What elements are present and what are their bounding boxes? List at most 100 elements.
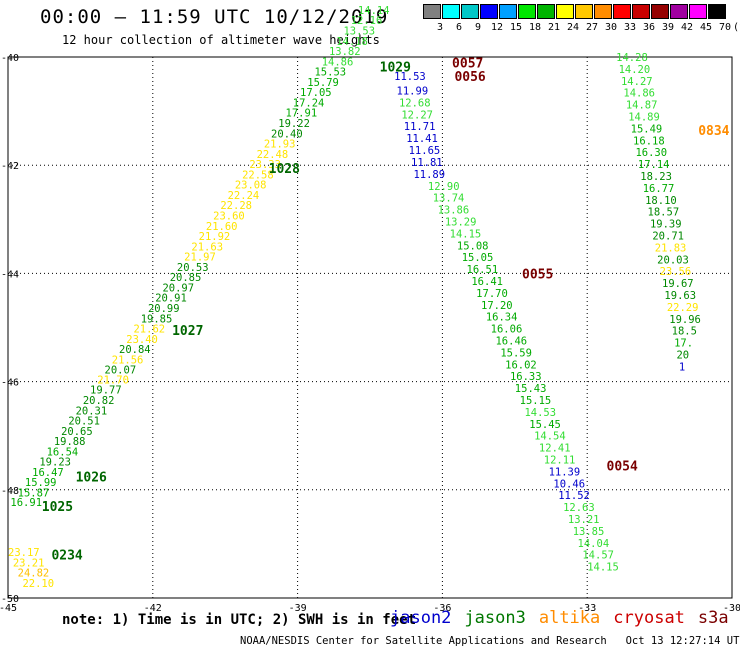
swh-value: 23.17 (8, 547, 40, 559)
swh-value: 21.93 (264, 139, 296, 151)
swh-value: 12.11 (544, 455, 576, 467)
swh-value: 11.71 (404, 121, 436, 133)
swh-value: 14.20 (619, 64, 651, 76)
swh-value: 19.63 (664, 290, 696, 302)
swh-value: 20.91 (155, 293, 187, 305)
color-scale-label: 21 (547, 22, 561, 33)
swh-value: 11.89 (413, 169, 445, 181)
swh-value: 20.65 (61, 426, 93, 438)
swh-value: 21.63 (191, 241, 223, 253)
swh-value: 19.88 (54, 436, 86, 448)
swh-value: 14.57 (582, 550, 614, 562)
swh-value: 20.82 (83, 395, 115, 407)
swh-value: 20.97 (162, 282, 194, 294)
color-swatch (461, 4, 479, 19)
swh-value: 18.10 (645, 195, 677, 207)
swh-value: 15.53 (314, 67, 346, 79)
legend-jason3: jason3 (464, 608, 526, 628)
color-swatch (651, 4, 669, 19)
color-swatch (537, 4, 555, 19)
legend-s3a: s3a (697, 608, 729, 628)
swh-value: 21.83 (655, 242, 687, 254)
lat-tick-label: -44 (1, 269, 19, 280)
swh-value: 14.53 (524, 407, 556, 419)
swh-value: 20.53 (177, 262, 209, 274)
swh-value: 22.28 (220, 200, 252, 212)
color-scale-label: 3 (436, 22, 444, 33)
swh-value: 19.96 (669, 314, 701, 326)
pass-time: 1027 (172, 324, 203, 339)
swh-value: 16.33 (510, 371, 542, 383)
satellite-legend: jason2 jason3 altika cryosat s3a (390, 608, 740, 628)
swh-value: 13.74 (433, 193, 465, 205)
swh-value: 13.21 (568, 514, 600, 526)
swh-value: 1 (679, 361, 685, 373)
swh-value: 22.48 (257, 149, 289, 161)
color-swatch (423, 4, 441, 19)
swh-value: 23.08 (235, 180, 267, 192)
swh-value: 20.31 (76, 405, 108, 417)
swh-value: 21.97 (184, 252, 216, 264)
swh-value: 24.82 (18, 568, 50, 580)
swh-value: 12.68 (399, 97, 431, 109)
color-swatch (518, 4, 536, 19)
color-scale-label: 36 (642, 22, 656, 33)
swh-value: 17.70 (476, 288, 508, 300)
lat-tick-label: -50 (1, 594, 19, 605)
swh-value: 19.22 (278, 118, 310, 130)
color-swatch (556, 4, 574, 19)
swh-value: 14.14 (358, 5, 390, 17)
swh-value: 15.49 (631, 123, 663, 135)
swh-value: 19.77 (90, 385, 122, 397)
swh-value: 11.41 (406, 133, 438, 145)
pass-time: 1025 (42, 500, 73, 515)
swh-value: 13.85 (573, 526, 605, 538)
swh-value: 21.92 (199, 231, 231, 243)
swh-value: 15.08 (457, 240, 489, 252)
swh-value: 20.51 (68, 416, 100, 428)
swh-value: 14.28 (616, 52, 648, 64)
swh-value: 14.86 (623, 88, 655, 100)
color-scale-label: 33 (623, 22, 637, 33)
color-scale-label: 12 (490, 22, 504, 33)
color-scale-label: 45 (699, 22, 713, 33)
color-swatch (575, 4, 593, 19)
color-swatch (499, 4, 517, 19)
swh-value: 11.53 (394, 71, 426, 83)
swh-value: 14.27 (621, 76, 653, 88)
pass-time: 0056 (454, 70, 485, 85)
swh-value: 23.60 (213, 211, 245, 223)
swh-value: 22.29 (667, 302, 699, 314)
swh-value: 19.67 (662, 278, 694, 290)
swh-value: 14.15 (587, 562, 619, 574)
swh-value: 15.15 (520, 395, 552, 407)
swh-value: 23.40 (126, 334, 158, 346)
swh-value: 19.85 (141, 313, 173, 325)
lat-tick-label: -48 (1, 486, 19, 497)
swh-value: 16.54 (47, 446, 79, 458)
swh-value: 20.84 (119, 344, 151, 356)
lon-tick-label: -36 (433, 603, 451, 614)
swh-value: 14.54 (534, 431, 566, 443)
pass-time: 1029 (380, 61, 411, 76)
lon-tick-label: -30 (723, 603, 740, 614)
color-scale-label: 6 (455, 22, 463, 33)
swh-value: 14.89 (628, 112, 660, 124)
swh-value: 15.59 (500, 347, 532, 359)
swh-value: 14.04 (578, 538, 610, 550)
swh-value: 15.79 (307, 77, 339, 89)
lon-tick-label: -39 (289, 603, 307, 614)
axis-tick-labels: -45 -42 -39 -36 -33 -30 -40 -42 -44 -46 -48 -50 (0, 53, 740, 614)
plot-frame (7, 56, 733, 599)
swh-value: 16.91 (10, 497, 42, 509)
pass-time: 0234 (51, 549, 82, 564)
swh-value: 18.57 (648, 207, 680, 219)
swh-value: 19.23 (39, 457, 71, 469)
swh-value: 16.41 (471, 276, 503, 288)
color-scale-unit: (ft) (732, 22, 740, 33)
swh-value: 16.77 (643, 183, 675, 195)
swh-value: 18.23 (640, 171, 672, 183)
color-swatch (442, 4, 460, 19)
swh-value: 21.56 (112, 354, 144, 366)
